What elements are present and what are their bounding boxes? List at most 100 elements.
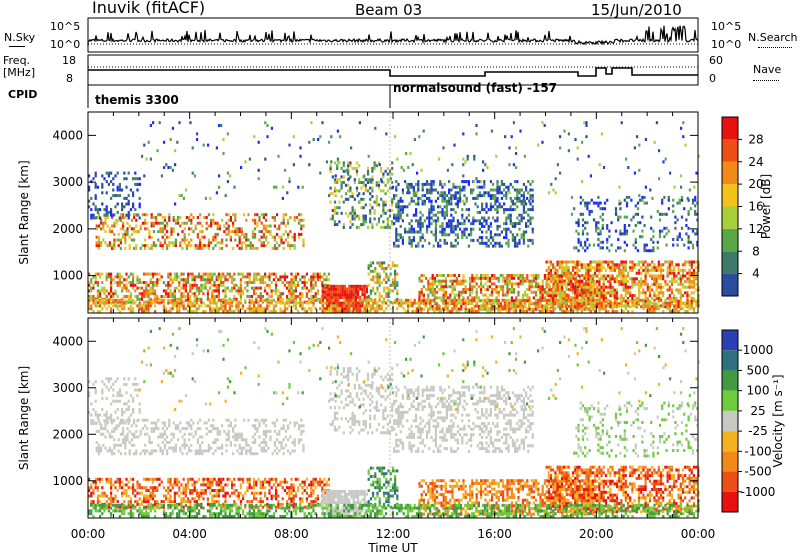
power-cell-3312: [618, 302, 621, 306]
power-cell-2261: [527, 238, 530, 242]
power-cell-3843: [645, 249, 648, 253]
power-cell-1454: [338, 178, 341, 182]
power-cell-1012: [122, 221, 125, 225]
power-cell-4610: [616, 310, 619, 313]
power-cell-4442: [486, 307, 489, 311]
power-cell-2708: [535, 282, 538, 286]
power-cell-3172: [591, 288, 594, 292]
power-cell-1862: [439, 244, 442, 248]
power-cell-1492: [349, 175, 352, 179]
power-cell-3723: [584, 201, 587, 205]
power-cell-2745: [546, 302, 549, 306]
power-cell-899: [383, 286, 386, 290]
power-cell-4185: [272, 307, 275, 311]
power-cell-2857: [576, 285, 579, 289]
power-cell-495: [268, 278, 271, 282]
power-cell-152: [145, 295, 148, 298]
power-cell-2368: [440, 296, 443, 300]
power-cell-3202: [596, 263, 599, 267]
power-cell-3795: [621, 232, 624, 236]
power-cell-2090: [489, 205, 492, 209]
power-cell-4028: [162, 307, 165, 311]
power-cell-3455: [646, 282, 649, 286]
power-cell-3097: [576, 260, 579, 264]
power-cell-3382: [631, 285, 634, 289]
power-cell-3329: [620, 271, 623, 275]
power-cell-3767: [603, 207, 607, 211]
power-cell-1232: [218, 227, 221, 231]
power-cell-4718: [92, 216, 95, 220]
power-cell-4781: [121, 205, 124, 209]
power-cell-3870: [663, 212, 666, 216]
power-cell-225: [171, 295, 174, 298]
power-cell-2246: [522, 205, 525, 209]
power-cell-1587: [375, 203, 378, 207]
power-cell-3076: [574, 288, 577, 292]
power-cell-751: [343, 301, 346, 305]
power-cell-376: [222, 300, 225, 304]
power-cell-2950: [549, 280, 553, 284]
power-cell-3998: [136, 304, 139, 308]
power-cell-3652: [690, 296, 693, 300]
power-cell-2206: [514, 180, 517, 184]
power-cell-2212: [516, 205, 519, 209]
power-cell-148: [143, 289, 146, 293]
power-cell-3931: [696, 229, 699, 233]
power-cell-2940: [547, 274, 550, 278]
power-cell-4478: [510, 307, 513, 311]
power-cell-3251: [604, 277, 608, 281]
power-cell-1758: [417, 244, 420, 248]
power-cell-4965: [462, 185, 465, 189]
power-cell-4222: [305, 310, 308, 313]
power-cell-3673: [695, 299, 698, 303]
power-cell-267: [184, 281, 187, 284]
power-cell-1867: [439, 205, 442, 209]
power-cell-3940: [90, 304, 93, 308]
power-cell-4127: [228, 298, 231, 302]
power-cell-3878: [667, 198, 670, 202]
power-cell-528: [281, 292, 284, 296]
power-cell-4543: [563, 304, 566, 308]
power-cell-3063: [571, 291, 575, 295]
power-cell-530: [281, 275, 284, 279]
power-cell-2157: [505, 236, 508, 240]
power-cell-4148: [248, 307, 251, 311]
power-cell-4428: [475, 310, 478, 313]
power-cell-1448: [336, 167, 339, 170]
power-cell-2053: [481, 194, 484, 198]
power-cell-1018: [124, 235, 127, 239]
power-cell-4055: [180, 304, 183, 308]
power-cell-272: [187, 292, 190, 296]
power-cell-1434: [333, 209, 337, 212]
power-cell-3103: [578, 274, 581, 278]
power-cell-1684: [397, 202, 400, 206]
power-cell-1166: [188, 216, 191, 219]
power-cell-1982: [461, 180, 464, 184]
power-cell-4004: [140, 304, 143, 308]
power-cell-459: [255, 292, 258, 296]
power-cell-3566: [670, 263, 674, 267]
power-cell-4129: [231, 304, 234, 308]
power-cell-1804: [426, 191, 429, 195]
power-cell-4696: [688, 307, 691, 311]
power-cell-2874: [583, 307, 586, 311]
power-cell-1332: [262, 227, 265, 231]
power-cell-4488: [519, 304, 522, 308]
power-cell-1588: [375, 200, 378, 204]
power-cell-1603: [380, 197, 383, 201]
power-cell-2547: [491, 290, 494, 294]
power-cell-2456: [464, 288, 467, 291]
power-cell-1218: [212, 218, 215, 222]
power-cell-2125: [496, 196, 499, 200]
power-cell-3708: [579, 201, 582, 205]
power-cell-2259: [525, 185, 528, 189]
power-cell-1722: [408, 222, 411, 226]
power-cell-3216: [598, 266, 601, 270]
power-cell-1769: [417, 182, 420, 186]
power-cell-2015: [472, 227, 475, 231]
power-cell-1621: [384, 203, 387, 207]
power-cell-541: [288, 300, 291, 304]
power-cell-885: [378, 278, 381, 282]
power-cell-32: [99, 289, 102, 293]
power-cell-2141: [500, 230, 503, 234]
